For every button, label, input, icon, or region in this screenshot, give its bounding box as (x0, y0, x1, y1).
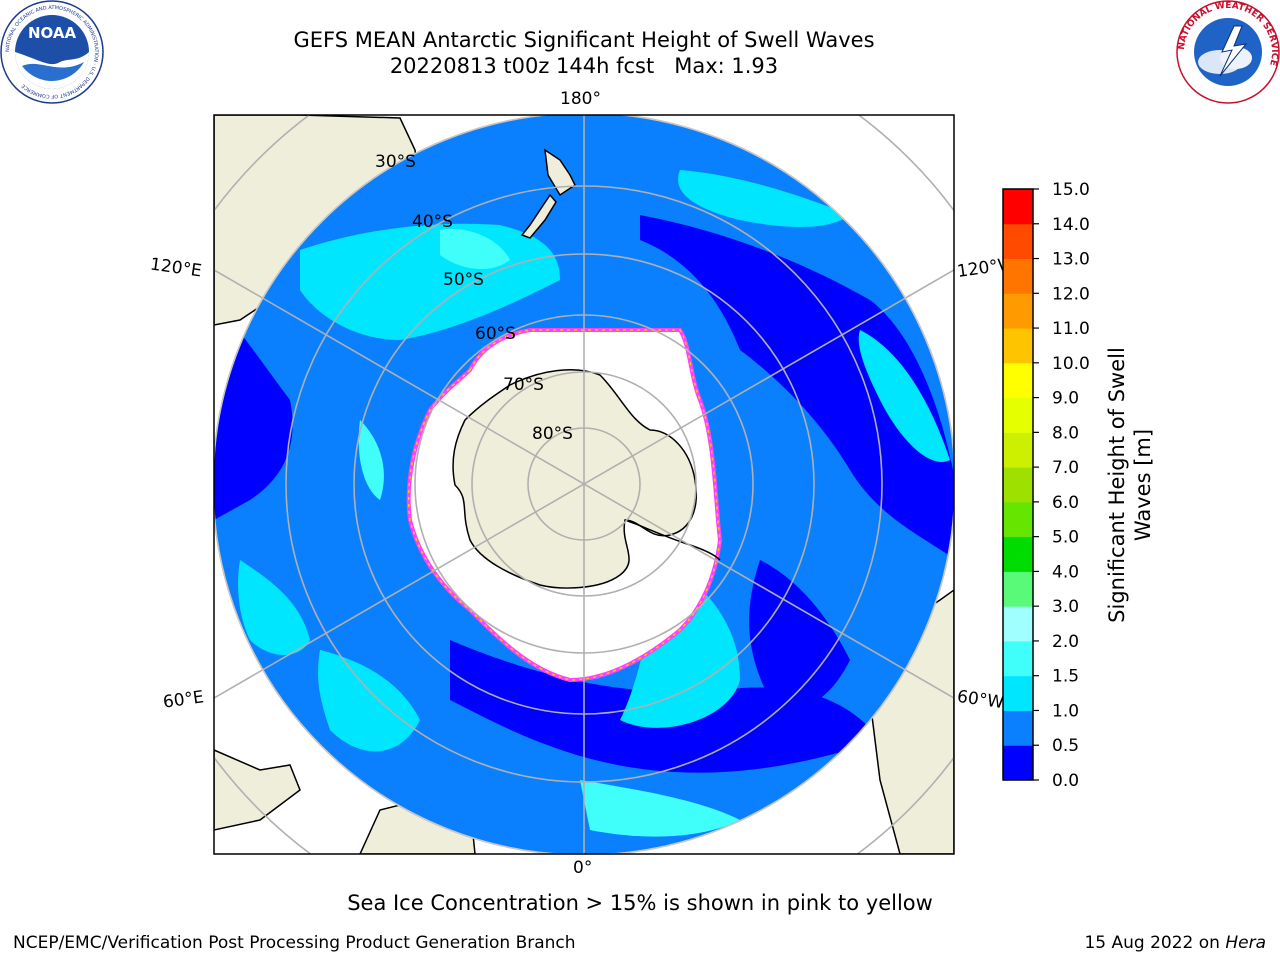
lat-label-70s: 70°S (503, 375, 544, 395)
colorbar-tick-label: 8.0 (1052, 423, 1079, 443)
lon-label-0: 0° (573, 858, 593, 878)
colorbar-segment (1003, 675, 1033, 711)
sea-ice-note: Sea Ice Concentration > 15% is shown in … (347, 891, 933, 915)
nws-logo: NATIONAL WEATHER SERVICE (1176, 0, 1280, 104)
colorbar-tick-label: 11.0 (1052, 319, 1090, 339)
svg-text:NOAA: NOAA (28, 24, 77, 42)
colorbar-tick-label: 0.0 (1052, 771, 1079, 791)
colorbar-segment (1003, 501, 1033, 538)
new-zealand (520, 148, 576, 239)
colorbar-segment (1003, 397, 1033, 433)
colorbar-segment (1003, 432, 1033, 468)
colorbar-tick-label: 7.0 (1052, 458, 1079, 478)
colorbar-segment (1003, 536, 1033, 572)
date-text: 15 Aug 2022 on (1084, 933, 1226, 953)
colorbar-tick-label: 13.0 (1052, 250, 1090, 270)
colorbar-tick-label: 9.0 (1052, 389, 1079, 409)
machine-name: Hera (1225, 933, 1266, 953)
noaa-logo: NOAA NATIONAL OCEANIC AND ATMOSPHERIC AD… (0, 0, 104, 104)
colorbar-tick-label: 6.0 (1052, 493, 1079, 513)
colorbar-segment (1003, 362, 1033, 399)
colorbar-segment (1003, 571, 1033, 607)
colorbar-tick-label: 4.0 (1052, 562, 1079, 582)
colorbar-tick-label: 3.0 (1052, 597, 1079, 617)
colorbar-tick-label: 5.0 (1052, 528, 1079, 548)
lat-label-80s: 80°S (532, 424, 573, 444)
colorbar-tick-label: 15.0 (1052, 180, 1090, 200)
colorbar-segment (1003, 745, 1033, 781)
colorbar-tick-label: 0.5 (1052, 736, 1079, 756)
colorbar-segment (1003, 606, 1033, 642)
colorbar-segment (1003, 710, 1033, 746)
colorbar-segment (1003, 258, 1033, 294)
colorbar-tick-label: 1.5 (1052, 667, 1079, 687)
colorbar-tick-label: 12.0 (1052, 284, 1090, 304)
colorbar-label-line2: Waves [m] (1131, 429, 1155, 541)
colorbar-segment (1003, 223, 1033, 260)
colorbar-segment (1003, 189, 1033, 225)
colorbar-tick-label: 1.0 (1052, 701, 1079, 721)
colorbar-segment (1003, 640, 1033, 677)
graticule (214, 115, 954, 854)
colorbar-tick-label: 10.0 (1052, 354, 1090, 374)
colorbar-segment (1003, 293, 1033, 329)
colorbar-segment (1003, 467, 1033, 503)
credit-line: NCEP/EMC/Verification Post Processing Pr… (13, 933, 576, 953)
colorbar-segment (1003, 328, 1033, 364)
lon-label-180: 180° (560, 89, 601, 109)
colorbar-tick-label: 14.0 (1052, 215, 1090, 235)
colorbar-label-line1: Significant Height of Swell (1105, 347, 1129, 623)
colorbar-tick-label: 2.0 (1052, 632, 1079, 652)
lat-label-30s: 30°S (375, 152, 416, 172)
date-stamp: 15 Aug 2022 on Hera (1084, 933, 1266, 953)
chart-subtitle: 20220813 t00z 144h fcst Max: 1.93 (389, 54, 779, 78)
lat-label-50s: 50°S (443, 270, 484, 290)
lat-label-60s: 60°S (475, 324, 516, 344)
chart-title: GEFS MEAN Antarctic Significant Height o… (293, 28, 875, 52)
lat-label-40s: 40°S (412, 212, 453, 232)
